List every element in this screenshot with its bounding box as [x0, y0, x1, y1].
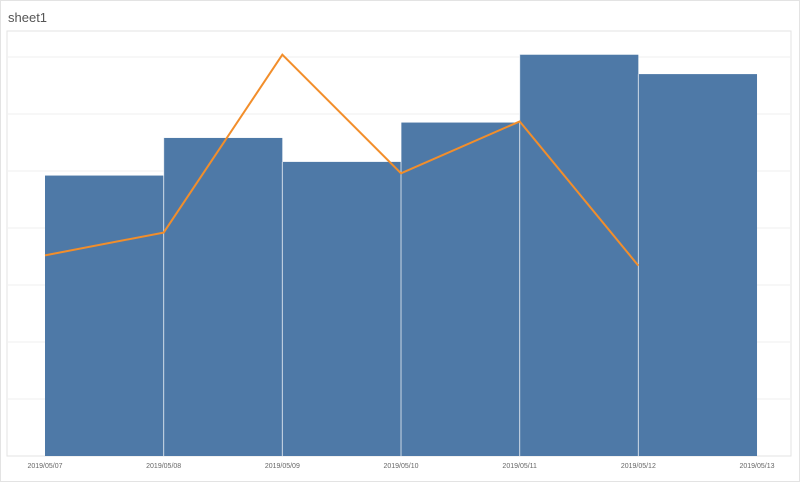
- bar-series: [45, 54, 758, 457]
- x-tick-label: 2019/05/09: [265, 463, 300, 470]
- line-series: [44, 53, 640, 267]
- x-tick-label: 2019/05/13: [739, 463, 774, 470]
- x-tick-label: 2019/05/10: [383, 463, 418, 470]
- bar: [638, 74, 758, 456]
- x-tick-label: 2019/05/07: [27, 463, 62, 470]
- x-tick-label: 2019/05/08: [146, 463, 181, 470]
- sheet-title: sheet1: [8, 10, 48, 25]
- bar: [401, 122, 520, 457]
- x-tick-label: 2019/05/12: [621, 463, 656, 470]
- bar: [45, 175, 164, 456]
- x-tick-label: 2019/05/11: [502, 463, 537, 470]
- x-axis-ticks: 2019/05/07 2019/05/08 2019/05/09 2019/05/10…: [27, 463, 774, 470]
- bar: [163, 137, 283, 456]
- bar: [519, 54, 639, 456]
- bar: [282, 161, 402, 456]
